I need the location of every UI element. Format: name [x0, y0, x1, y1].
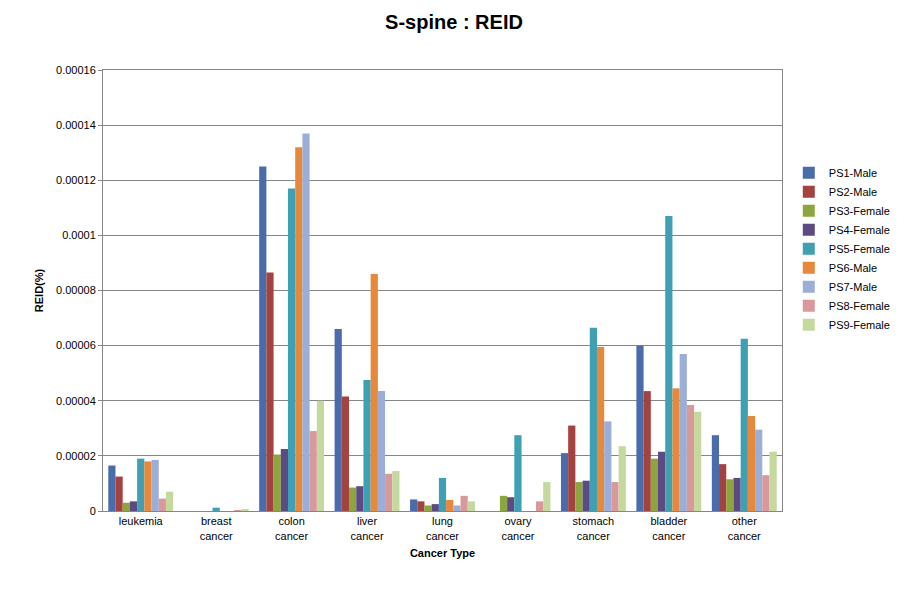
- svg-text:REID(%): REID(%): [33, 268, 45, 312]
- svg-text:0.00008: 0.00008: [56, 284, 96, 296]
- svg-text:0.00016: 0.00016: [56, 64, 96, 76]
- svg-text:0.00012: 0.00012: [56, 174, 96, 186]
- svg-text:0.00004: 0.00004: [56, 395, 96, 407]
- svg-text:PS3-Female: PS3-Female: [829, 205, 890, 217]
- svg-text:PS5-Female: PS5-Female: [829, 243, 890, 255]
- svg-text:PS6-Male: PS6-Male: [829, 262, 877, 274]
- svg-text:leukemia: leukemia: [119, 515, 164, 527]
- svg-text:breastcancer: breastcancer: [200, 515, 233, 541]
- svg-text:S-spine : REID: S-spine : REID: [385, 11, 523, 33]
- svg-text:0.00014: 0.00014: [56, 119, 96, 131]
- svg-text:PS7-Male: PS7-Male: [829, 281, 877, 293]
- svg-text:livercancer: livercancer: [351, 515, 384, 541]
- svg-text:coloncancer: coloncancer: [275, 515, 308, 541]
- svg-text:Cancer Type: Cancer Type: [410, 547, 475, 559]
- svg-text:PS2-Male: PS2-Male: [829, 186, 877, 198]
- svg-text:bladdercancer: bladdercancer: [650, 515, 687, 541]
- svg-text:PS9-Female: PS9-Female: [829, 319, 890, 331]
- svg-text:stomachcancer: stomachcancer: [573, 515, 615, 541]
- svg-text:PS1-Male: PS1-Male: [829, 167, 877, 179]
- svg-text:0.00006: 0.00006: [56, 339, 96, 351]
- svg-text:othercancer: othercancer: [728, 515, 761, 541]
- svg-text:ovarycancer: ovarycancer: [501, 515, 534, 541]
- svg-text:0.00002: 0.00002: [56, 450, 96, 462]
- svg-text:0.0001: 0.0001: [62, 229, 96, 241]
- svg-text:PS4-Female: PS4-Female: [829, 224, 890, 236]
- svg-text:lungcancer: lungcancer: [426, 515, 459, 541]
- svg-text:0: 0: [90, 505, 96, 517]
- svg-text:PS8-Female: PS8-Female: [829, 300, 890, 312]
